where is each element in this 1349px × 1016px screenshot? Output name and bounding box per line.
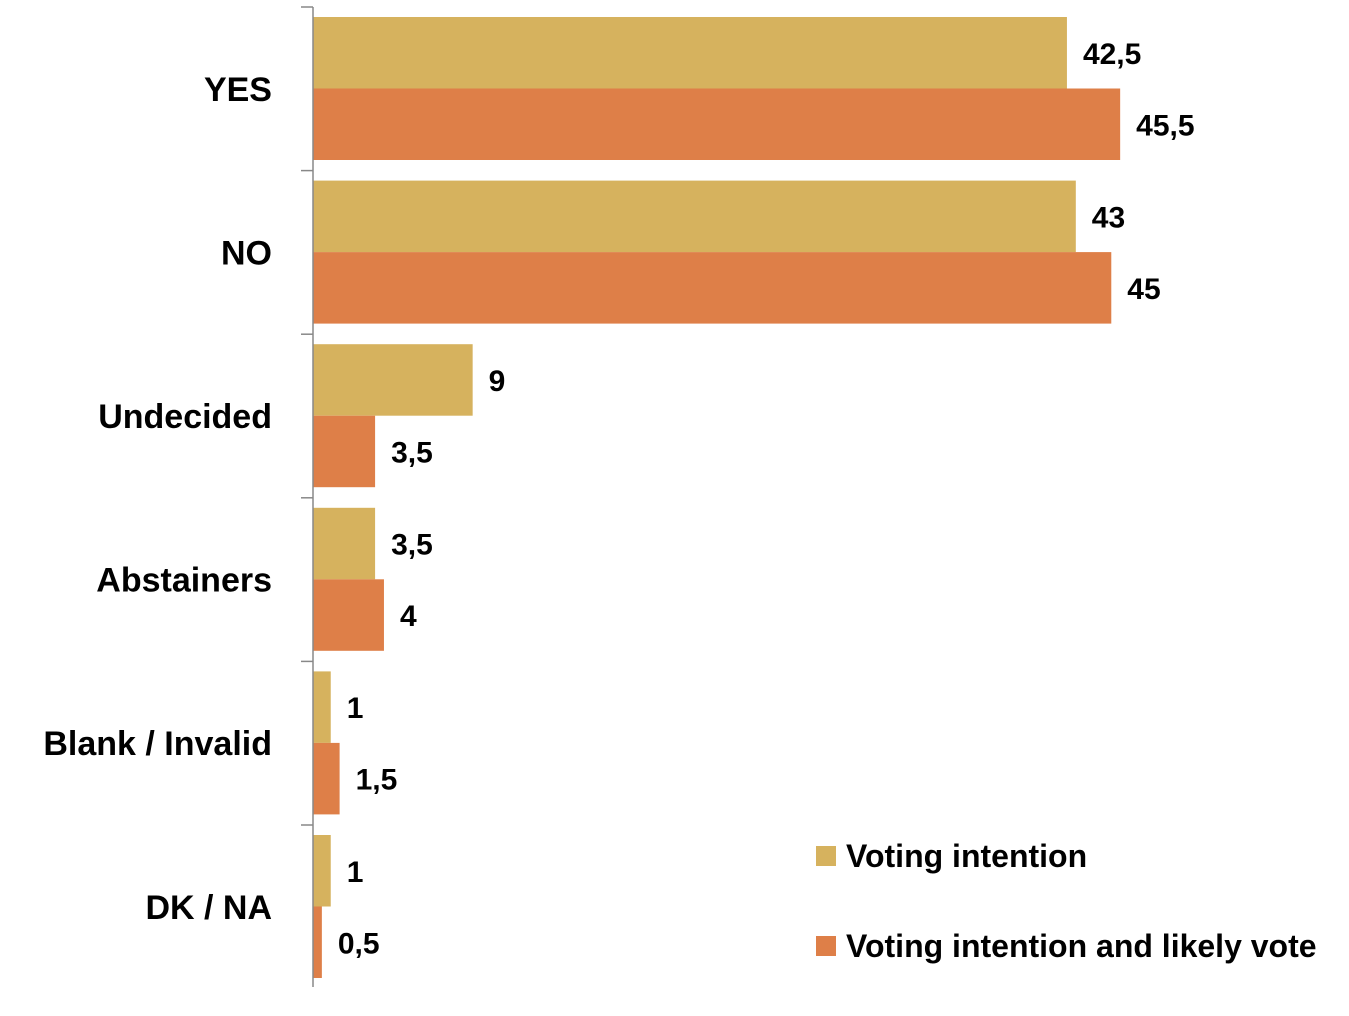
category-label-no: NO [221,234,272,272]
value-label-dk-na-series-2: 0,5 [338,927,380,960]
category-axis [301,6,314,987]
bar-blank-invalid-series-2 [313,742,340,815]
value-label-blank-invalid-series-1: 1 [347,692,364,725]
bar-undecided-series-1 [313,344,473,416]
value-label-no-series-1: 43 [1092,201,1125,234]
bar-yes-series-1 [313,17,1067,89]
legend: Voting intention Voting intention and li… [816,836,1346,1016]
category-label-abstainers: Abstainers [96,562,272,600]
bar-dk-na-series-2 [313,906,322,978]
legend-swatch-voting-intention [816,846,836,866]
value-label-abstainers-series-1: 3,5 [391,529,433,562]
category-label-yes: YES [204,71,272,109]
bar-abstainers-series-2 [313,579,384,651]
category-label-undecided: Undecided [98,398,272,436]
value-label-no-series-2: 45 [1127,273,1160,306]
legend-label-voting-intention: Voting intention [846,837,1088,874]
legend-item-voting-intention: Voting intention [816,836,1346,876]
legend-swatch-voting-intention-likely-vote [816,936,836,956]
bar-blank-invalid-series-1 [313,671,331,743]
bar-abstainers-series-1 [313,507,376,580]
legend-label-voting-intention-likely-vote: Voting intention and likely vote [846,927,1317,964]
legend-item-voting-intention-likely-vote: Voting intention and likely vote [816,926,1346,966]
bar-yes-series-2 [313,88,1121,160]
value-label-yes-series-2: 45,5 [1136,109,1194,142]
bar-chart: 42,5 45,5 YES 43 45 NO 9 3,5 Undecided 3,5 4 Abstai… [43,6,1195,987]
value-label-yes-series-1: 42,5 [1083,38,1141,71]
value-label-undecided-series-1: 9 [489,365,506,398]
labels-layer: 42,5 45,5 YES 43 45 NO 9 3,5 Undecided 3,5 4 Abstai… [43,38,1194,961]
value-label-undecided-series-2: 3,5 [391,436,433,469]
value-label-abstainers-series-2: 4 [400,600,417,633]
value-label-dk-na-series-1: 1 [347,856,364,889]
category-label-blank-invalid: Blank / Invalid [43,725,272,763]
bar-undecided-series-2 [313,415,376,488]
bars-layer [313,17,1121,978]
bar-no-series-1 [313,180,1076,253]
category-label-dk-na: DK / NA [145,889,272,927]
bar-no-series-2 [313,252,1112,324]
value-label-blank-invalid-series-2: 1,5 [356,764,398,797]
bar-dk-na-series-1 [313,835,331,907]
